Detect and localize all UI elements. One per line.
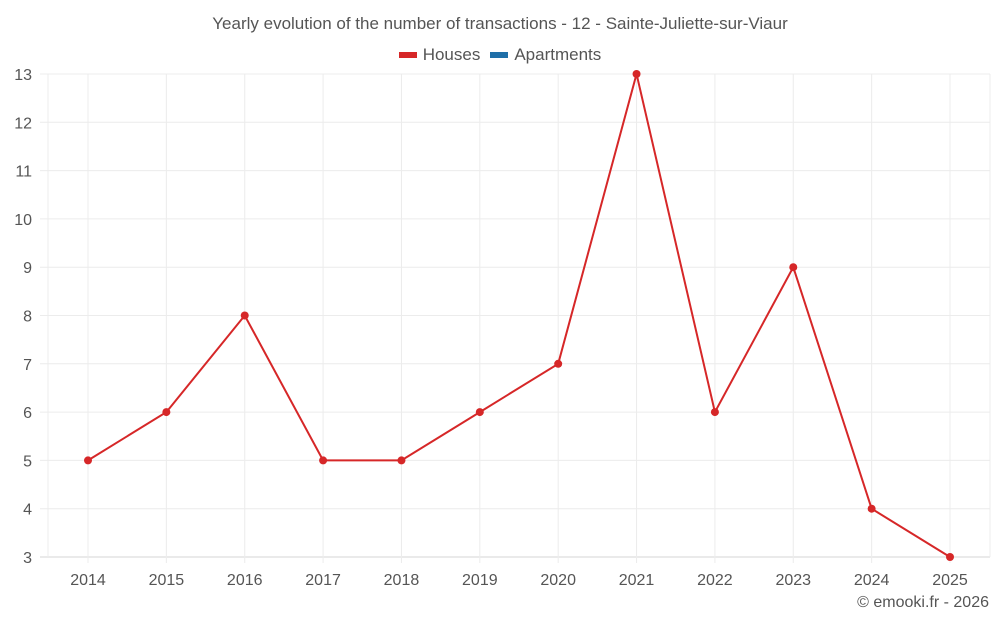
x-tick-label: 2022	[697, 572, 733, 589]
legend-item-houses[interactable]: Houses	[398, 45, 481, 65]
data-point[interactable]	[946, 553, 954, 561]
x-tick-label: 2020	[540, 572, 576, 589]
x-tick-label: 2016	[227, 572, 263, 589]
data-point[interactable]	[789, 263, 798, 272]
data-point[interactable]	[710, 408, 719, 417]
legend-item-apartments[interactable]: Apartments	[490, 45, 601, 65]
copyright-credit: © emooki.fr - 2026	[857, 594, 989, 611]
x-tick-label: 2025	[932, 572, 968, 589]
y-tick-label: 12	[14, 115, 32, 132]
data-point[interactable]	[632, 70, 641, 78]
data-point[interactable]	[475, 408, 484, 417]
y-tick-label: 10	[14, 212, 32, 229]
data-point[interactable]	[319, 456, 328, 465]
y-tick-label: 9	[23, 260, 32, 277]
legend-label-houses: Houses	[422, 45, 481, 64]
houses-swatch-icon	[398, 52, 417, 58]
y-tick-label: 6	[23, 405, 32, 422]
x-tick-label: 2021	[619, 572, 655, 589]
data-point[interactable]	[84, 456, 92, 465]
x-tick-label: 2015	[149, 572, 185, 589]
data-point[interactable]	[554, 359, 563, 368]
grid-lines	[40, 73, 991, 563]
x-axis: 2014 2015 2016 2017 2018 2019 2020 2021 2022 2023…	[70, 572, 968, 589]
legend-label-apartments: Apartments	[514, 45, 602, 64]
x-tick-label: 2014	[70, 572, 106, 589]
y-axis: 3 4 5 6 7 8 9 10 11 12 13	[14, 67, 32, 567]
data-point[interactable]	[162, 408, 171, 417]
legend: Houses Apartments	[0, 45, 1000, 65]
y-tick-label: 4	[23, 502, 32, 519]
x-tick-label: 2017	[305, 572, 341, 589]
y-tick-label: 5	[23, 453, 32, 470]
y-tick-label: 11	[15, 164, 32, 181]
x-tick-label: 2024	[854, 572, 890, 589]
series-houses	[84, 70, 954, 561]
data-point[interactable]	[397, 456, 406, 465]
y-tick-label: 13	[14, 67, 32, 84]
y-tick-label: 8	[23, 309, 32, 326]
data-point[interactable]	[867, 504, 876, 513]
x-tick-label: 2023	[775, 572, 811, 589]
x-tick-label: 2019	[462, 572, 498, 589]
apartments-swatch-icon	[490, 52, 509, 58]
y-tick-label: 3	[23, 550, 32, 567]
data-point[interactable]	[240, 311, 249, 320]
chart-title: Yearly evolution of the number of transa…	[212, 14, 788, 33]
x-tick-label: 2018	[384, 572, 420, 589]
y-tick-label: 7	[23, 357, 32, 374]
